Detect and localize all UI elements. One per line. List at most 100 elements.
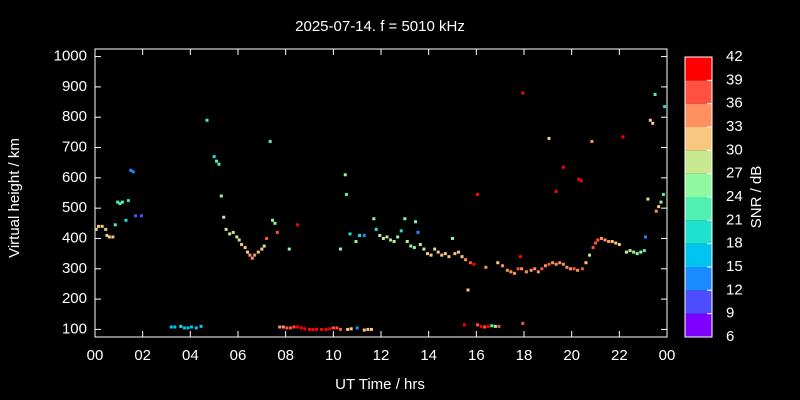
y-tick-label: 300 [62,260,87,277]
data-point [173,325,177,329]
data-point [516,267,520,271]
data-point [579,179,583,183]
data-point [129,168,133,172]
data-point [296,223,300,227]
colorbar-band [685,313,712,337]
data-point [374,227,378,231]
x-tick-label: 12 [373,347,390,364]
data-point [484,265,488,269]
data-point [275,230,279,234]
colorbar-tick-label: 27 [726,165,743,182]
data-point [308,327,311,331]
colorbar-band [685,220,712,244]
data-point [366,327,370,331]
data-point [328,327,332,331]
data-point [414,220,418,224]
data-point [624,250,628,254]
colorbar-band [685,290,712,314]
data-point [651,121,655,125]
data-point [355,326,359,330]
data-point [292,325,296,329]
data-point [105,233,109,237]
data-point [501,264,505,268]
x-tick-label: 16 [468,347,485,364]
data-point [131,170,135,174]
data-point [237,238,241,242]
data-point [554,189,558,193]
data-point [596,238,600,242]
data-point [529,268,533,272]
data-point [425,252,429,256]
data-point [126,199,130,203]
data-point [648,118,652,122]
data-point [369,327,373,331]
colorbar-tick-label: 30 [726,141,743,158]
data-point [256,250,260,254]
colorbar-band [685,173,712,197]
chart-title: 2025-07-14. f = 5010 kHz [295,18,465,35]
data-point [456,250,460,254]
data-point [385,235,389,239]
data-point [533,267,537,271]
data-point [262,244,266,248]
colorbar-tick-label: 33 [726,118,743,135]
data-point [551,261,555,265]
data-point [285,326,289,330]
data-point [436,250,440,254]
colorbar-band [685,243,712,267]
data-point [349,327,353,331]
data-point [265,236,269,240]
colorbar-band [685,197,712,221]
data-point [603,238,607,242]
data-point [451,236,454,240]
data-point [182,326,186,330]
data-point [139,214,143,218]
data-point [543,264,547,268]
data-point [518,255,522,259]
data-point [120,200,124,204]
data-point [179,324,183,328]
data-point [599,236,603,240]
data-point [497,324,501,328]
x-tick-label: 00 [87,347,104,364]
data-point [496,261,500,265]
data-point [362,233,366,237]
data-point [392,240,396,244]
data-point [212,155,216,159]
colorbar-tick-label: 6 [726,328,734,345]
data-point [378,233,382,237]
data-point [654,209,658,213]
data-point [540,267,544,271]
x-tick-label: 02 [134,347,151,364]
colorbar-tick-label: 21 [726,211,743,228]
colorbar-band [685,103,712,127]
data-point [278,325,282,329]
data-point [303,327,307,331]
data-point [104,227,108,231]
x-tick-label: 06 [230,347,247,364]
x-tick-label: 22 [611,347,628,364]
data-point [547,262,551,266]
data-point [462,323,466,327]
colorbar-tick-label: 39 [726,71,743,88]
data-point [335,326,339,330]
x-tick-label: 14 [420,347,437,364]
x-tick-label: 18 [516,347,533,364]
data-point [296,325,300,329]
data-point [118,202,122,206]
data-point [486,324,490,328]
y-tick-label: 1000 [54,48,87,65]
data-point [644,235,648,239]
data-point [466,288,470,292]
data-point [228,232,232,236]
data-point [584,261,588,265]
data-point [107,235,111,239]
colorbar-band [685,150,712,174]
data-point [116,200,120,204]
data-point [396,235,400,239]
data-point [483,325,487,329]
data-point [194,326,198,330]
data-point [248,253,252,257]
colorbar-tick-label: 9 [726,305,734,322]
